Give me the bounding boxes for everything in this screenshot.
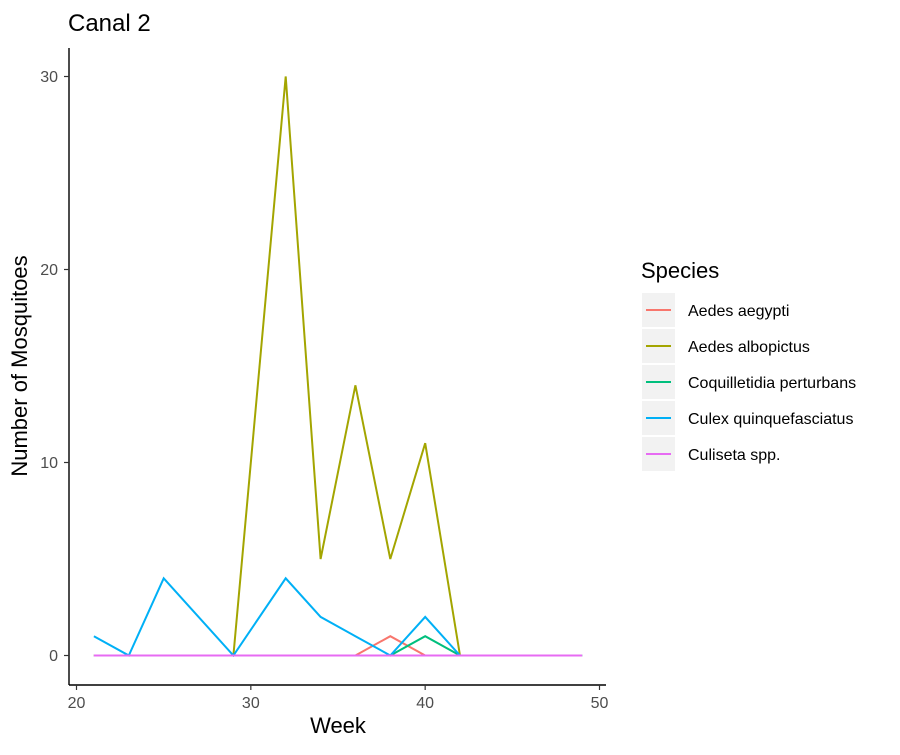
series-line-culex-quinquefasciatus bbox=[93, 576, 583, 658]
x-axis-ticks: 20 30 40 50 bbox=[68, 685, 609, 712]
legend: Species Aedes aegypti Aedes albopictus Coq… bbox=[641, 258, 856, 471]
legend-item: Culiseta spp. bbox=[642, 437, 781, 471]
legend-title: Species bbox=[641, 258, 719, 283]
legend-label: Aedes albopictus bbox=[688, 339, 810, 356]
legend-label: Culex quinquefasciatus bbox=[688, 411, 853, 428]
x-tick-label: 40 bbox=[416, 695, 434, 712]
series-line-aedes-aegypti bbox=[93, 635, 583, 657]
legend-item: Culex quinquefasciatus bbox=[642, 401, 853, 435]
x-axis-title: Week bbox=[310, 713, 367, 738]
x-tick-label: 20 bbox=[68, 695, 86, 712]
legend-item: Coquilletidia perturbans bbox=[642, 365, 856, 399]
legend-label: Coquilletidia perturbans bbox=[688, 375, 856, 392]
x-tick-label: 30 bbox=[242, 695, 260, 712]
y-axis-ticks: 0 10 20 30 bbox=[40, 69, 69, 665]
x-tick-label: 50 bbox=[591, 695, 609, 712]
legend-item: Aedes albopictus bbox=[642, 329, 810, 363]
y-tick-label: 20 bbox=[40, 262, 58, 279]
y-tick-label: 10 bbox=[40, 455, 58, 472]
chart-title: Canal 2 bbox=[68, 10, 151, 37]
y-tick-label: 30 bbox=[40, 69, 58, 86]
series-line-aedes-albopictus bbox=[93, 76, 583, 657]
y-tick-label: 0 bbox=[49, 648, 58, 665]
plot-area bbox=[93, 76, 583, 658]
series-line-coquilletidia-perturbans bbox=[93, 635, 583, 657]
y-axis-title: Number of Mosquitoes bbox=[7, 255, 32, 476]
legend-items: Aedes aegypti Aedes albopictus Coquilletid… bbox=[642, 293, 856, 471]
legend-item: Aedes aegypti bbox=[642, 293, 789, 327]
legend-label: Aedes aegypti bbox=[688, 303, 789, 320]
legend-label: Culiseta spp. bbox=[688, 447, 781, 464]
